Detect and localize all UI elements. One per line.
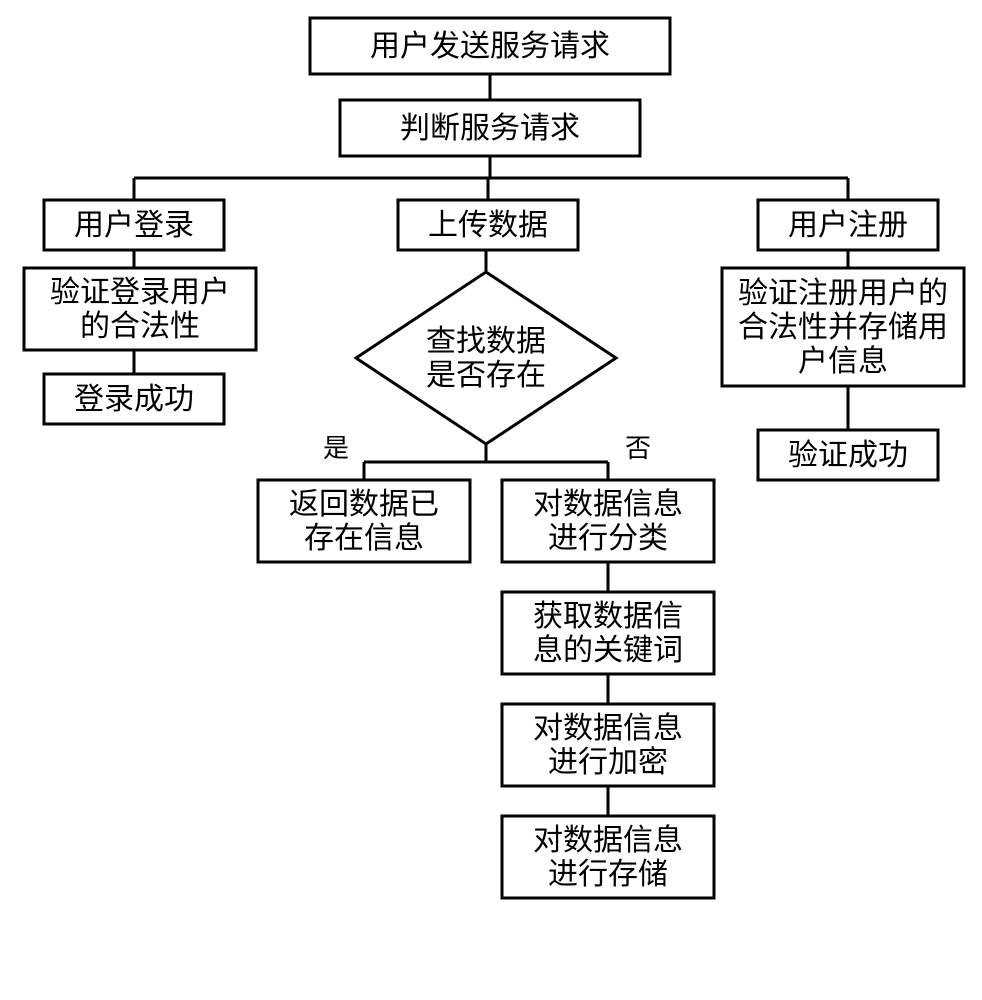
- branch-label-yes: 是: [323, 433, 349, 463]
- node-label: 户信息: [798, 345, 888, 378]
- node-label: 用户发送服务请求: [370, 30, 610, 63]
- node-label: 进行存储: [548, 858, 668, 891]
- node-label: 合法性并存储用: [738, 311, 948, 344]
- node-label: 验证登录用户: [50, 276, 230, 309]
- node-label: 对数据信息: [533, 488, 683, 521]
- branch-label-no: 否: [625, 433, 651, 463]
- node-label: 存在信息: [304, 522, 424, 555]
- node-label: 验证注册用户的: [738, 277, 948, 310]
- node-label: 查找数据: [426, 325, 546, 358]
- node-label: 是否存在: [426, 359, 546, 392]
- node-label: 用户登录: [74, 209, 194, 242]
- node-label: 判断服务请求: [400, 112, 580, 145]
- flowchart: 用户发送服务请求判断服务请求用户登录 上传数据 用户注册验证登录用户的合法性登录成功…: [0, 0, 982, 1000]
- node-label: 进行加密: [548, 746, 668, 779]
- node-label: 登录成功: [74, 383, 194, 416]
- node-label: 息的关键词: [533, 634, 683, 667]
- node-label: 验证成功: [788, 439, 908, 472]
- node-label: 对数据信息: [533, 712, 683, 745]
- node-label: 返回数据已: [289, 488, 439, 521]
- node-label: 用户注册: [788, 209, 908, 242]
- node-label: 获取数据信: [533, 600, 683, 633]
- node-label: 对数据信息: [533, 824, 683, 857]
- node-label: 进行分类: [548, 522, 668, 555]
- node-label: 上传数据: [428, 209, 548, 242]
- node-label: 的合法性: [80, 310, 200, 343]
